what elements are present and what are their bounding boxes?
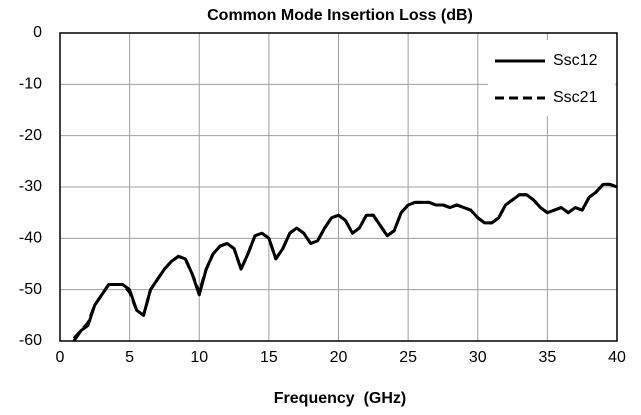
- x-tick-label: 40: [608, 349, 626, 366]
- x-tick-label: 20: [330, 349, 348, 366]
- x-tick-label: 0: [56, 349, 65, 366]
- legend-label: Ssc12: [553, 52, 598, 69]
- y-tick-label: -10: [19, 76, 42, 93]
- x-tick-label: 10: [190, 349, 208, 366]
- chart-title: Common Mode Insertion Loss (dB): [207, 7, 473, 24]
- x-tick-label: 30: [469, 349, 487, 366]
- y-tick-label: -60: [19, 332, 42, 349]
- y-tick-label: -40: [19, 230, 42, 247]
- y-tick-label: -30: [19, 178, 42, 195]
- x-tick-label: 35: [538, 349, 556, 366]
- y-tick-label: -50: [19, 281, 42, 298]
- x-axis-label: Frequency (GHz): [274, 390, 406, 407]
- y-tick-label: 0: [33, 24, 42, 41]
- x-tick-label: 15: [260, 349, 278, 366]
- legend-box: [488, 40, 615, 116]
- y-tick-label: -20: [19, 127, 42, 144]
- x-tick-label: 5: [125, 349, 134, 366]
- legend-label: Ssc21: [553, 89, 598, 106]
- series-line: [72, 182, 618, 342]
- x-tick-label: 25: [399, 349, 417, 366]
